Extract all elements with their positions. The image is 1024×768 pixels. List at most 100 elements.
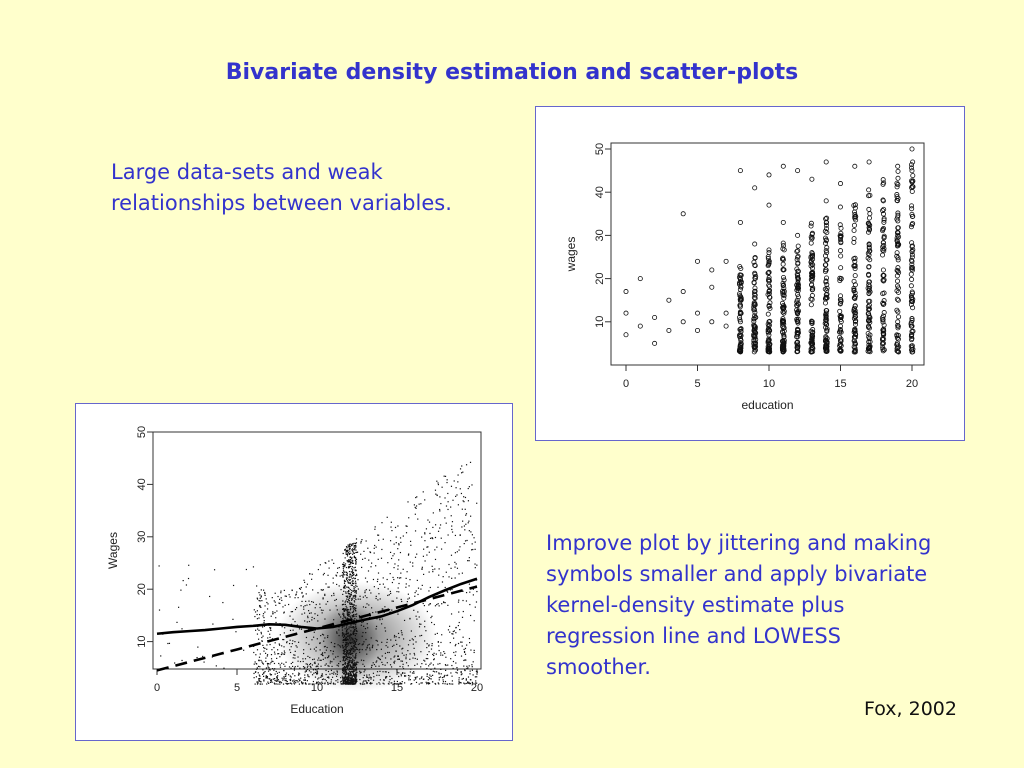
scatter-point (345, 546, 348, 548)
scatter-point (352, 670, 354, 673)
scatter-point (259, 606, 261, 608)
scatter-point (342, 657, 344, 659)
scatter-point (370, 677, 372, 679)
scatter-point (795, 286, 801, 292)
scatter-point (359, 651, 361, 653)
scatter-point (409, 653, 411, 655)
scatter-point (355, 561, 357, 563)
scatter-point (343, 562, 345, 564)
scatter-point (345, 671, 347, 673)
scatter-point (442, 682, 444, 685)
scatter-point (455, 662, 457, 664)
scatter-point (285, 675, 287, 678)
scatter-point (350, 624, 352, 626)
scatter-point (343, 590, 345, 592)
scatter-point (263, 647, 265, 649)
scatter-point (261, 626, 264, 628)
scatter-point (458, 679, 460, 681)
scatter-point (256, 663, 258, 665)
scatter-point (314, 662, 316, 665)
scatter-point (343, 682, 345, 684)
scatter-point (413, 504, 416, 506)
scatter-point (464, 529, 466, 531)
scatter-point (353, 587, 355, 590)
scatter-point (400, 577, 402, 579)
scatter-point (346, 665, 348, 667)
scatter-point (327, 670, 330, 673)
scatter-point (375, 597, 377, 600)
scatter-point (794, 318, 800, 324)
scatter-point (823, 248, 829, 254)
scatter-point (429, 663, 431, 665)
scatter-point (881, 243, 887, 249)
scatter-point (344, 563, 347, 565)
scatter-point (348, 570, 351, 573)
scatter-point (401, 652, 403, 654)
scatter-point (469, 683, 471, 685)
scatter-point (738, 279, 744, 285)
scatter-point (348, 673, 350, 675)
scatter-point (309, 603, 311, 606)
scatter-point (355, 610, 357, 612)
scatter-point (737, 286, 743, 292)
scatter-point (388, 671, 390, 674)
scatter-point (348, 668, 351, 670)
scatter-point (263, 650, 265, 652)
scatter-point (434, 536, 437, 539)
scatter-point (279, 634, 281, 636)
scatter-point (336, 670, 338, 672)
scatter-point (795, 327, 801, 333)
scatter-point (389, 675, 391, 678)
scatter-point (751, 295, 757, 301)
scatter-point (416, 553, 418, 555)
scatter-point (334, 599, 336, 602)
scatter-point (262, 644, 264, 647)
scatter-point (823, 238, 829, 244)
scatter-point (373, 663, 375, 666)
scatter-point (346, 596, 349, 598)
scatter-point (398, 591, 400, 593)
scatter-point (401, 648, 403, 650)
scatter-point (259, 675, 261, 677)
scatter-point (355, 672, 357, 675)
scatter-point (355, 652, 357, 655)
scatter-point (409, 561, 411, 563)
scatter-point (266, 676, 268, 678)
scatter-point (351, 653, 353, 655)
scatter-point (350, 544, 353, 547)
scatter-point (283, 678, 285, 680)
scatter-point (343, 669, 345, 671)
scatter-point (445, 522, 447, 524)
scatter-point (346, 666, 348, 668)
scatter-point (270, 654, 273, 656)
scatter-point (472, 588, 474, 590)
scatter-point (352, 681, 354, 683)
scatter-point (324, 593, 326, 595)
scatter-point (347, 586, 349, 588)
scatter-point (353, 577, 355, 579)
scatter-point (352, 652, 354, 654)
scatter-point (418, 683, 420, 685)
scatter-point (473, 651, 475, 654)
scatter-point (342, 569, 345, 571)
scatter-point (421, 536, 423, 538)
scatter-point (349, 543, 351, 545)
scatter-point (894, 235, 900, 241)
scatter-point (460, 682, 462, 684)
scatter-point (823, 310, 829, 316)
scatter-point (347, 639, 349, 641)
scatter-point (354, 542, 357, 545)
scatter-point (259, 594, 261, 596)
scatter-point (824, 346, 830, 352)
scatter-point (752, 241, 758, 247)
scatter-point (355, 598, 357, 601)
scatter-point (424, 660, 426, 662)
scatter-point (474, 548, 476, 550)
scatter-point (353, 678, 355, 680)
scatter-point (449, 631, 451, 633)
scatter-point (215, 665, 217, 667)
scatter-point (378, 665, 380, 667)
scatter-point (312, 669, 315, 671)
scatter-point (327, 586, 329, 588)
x-axis-title: education (741, 398, 793, 412)
